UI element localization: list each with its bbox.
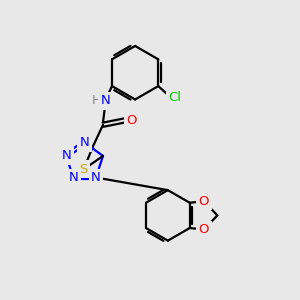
Text: Cl: Cl	[169, 91, 182, 103]
Text: N: N	[80, 136, 89, 149]
Text: N: N	[91, 171, 101, 184]
Text: O: O	[199, 223, 209, 236]
Text: N: N	[100, 94, 110, 107]
Text: N: N	[61, 149, 71, 162]
Text: O: O	[199, 195, 209, 208]
Text: N: N	[68, 171, 78, 184]
Text: O: O	[126, 114, 136, 127]
Text: S: S	[80, 163, 88, 176]
Text: H: H	[92, 94, 101, 107]
